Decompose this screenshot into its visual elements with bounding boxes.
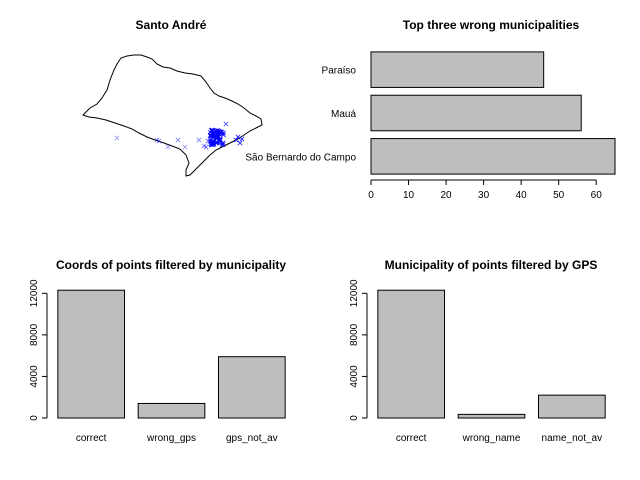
vbar-bar xyxy=(57,289,126,419)
vbar2-title: Municipality of points filtered by GPS xyxy=(385,258,598,272)
top-wrong-municipalities-chart: Top three wrong municipalities São Berna… xyxy=(245,18,616,201)
map-point xyxy=(214,133,220,139)
map-point xyxy=(211,134,217,140)
vbar-category-label: wrong_gps xyxy=(146,433,196,444)
map-point xyxy=(175,137,181,143)
map-point xyxy=(209,127,215,133)
map-point xyxy=(209,139,215,145)
hbar-title: Top three wrong municipalities xyxy=(403,18,580,32)
hbar-category-label: Mauá xyxy=(331,109,356,120)
vbar-category-label: wrong_name xyxy=(462,433,521,444)
vbar-bar xyxy=(377,289,446,419)
map-point xyxy=(216,140,222,146)
vbar-bar xyxy=(457,413,526,419)
vbar-y-tick-label: 4000 xyxy=(349,365,360,388)
map-point xyxy=(220,140,226,146)
hbar-x-tick-label: 30 xyxy=(478,190,490,201)
map-point xyxy=(213,129,219,135)
hbar-category-label: São Bernardo do Campo xyxy=(245,152,356,163)
coords-filtered-by-municipality-chart: Coords of points filtered by municipalit… xyxy=(29,258,286,444)
vbar-category-label: gps_not_av xyxy=(226,433,278,444)
map-point xyxy=(219,129,225,135)
map-point xyxy=(223,121,229,127)
vbar1-title: Coords of points filtered by municipalit… xyxy=(56,258,286,272)
vbar-y-tick-label: 4000 xyxy=(29,365,40,388)
map-point xyxy=(114,135,120,141)
hbar-x-tick-label: 0 xyxy=(368,190,374,201)
map-point xyxy=(196,137,202,143)
vbar-y-tick-label: 12000 xyxy=(29,279,40,307)
vbar-y-tick-label: 12000 xyxy=(349,279,360,307)
vbar-category-label: name_not_av xyxy=(542,433,603,444)
map-point xyxy=(208,127,214,133)
vbar-bar xyxy=(537,394,606,419)
hbar-x-tick-label: 50 xyxy=(553,190,565,201)
hbar-x-tick-label: 40 xyxy=(516,190,528,201)
vbar-y-tick-label: 8000 xyxy=(349,323,360,346)
map-point xyxy=(165,144,171,150)
map-title: Santo André xyxy=(136,18,207,32)
map-point xyxy=(182,144,188,150)
map-panel: Santo André xyxy=(82,18,263,177)
vbar-y-tick-label: 0 xyxy=(349,415,360,421)
vbar-y-tick-label: 0 xyxy=(29,415,40,421)
map-point xyxy=(239,136,245,142)
map-point xyxy=(215,134,221,140)
vbar-category-label: correct xyxy=(76,433,107,444)
map-point xyxy=(215,139,221,145)
hbar-x-tick-label: 10 xyxy=(403,190,415,201)
map-point xyxy=(237,140,243,146)
map-point xyxy=(235,134,241,140)
municipality-filtered-by-gps-chart: Municipality of points filtered by GPS c… xyxy=(349,258,606,444)
map-point xyxy=(207,138,213,144)
state-outline xyxy=(82,54,263,177)
vbar-category-label: correct xyxy=(396,433,427,444)
hbar-bar xyxy=(370,51,545,88)
hbar-bar xyxy=(370,138,616,175)
map-point xyxy=(201,143,207,149)
hbar-category-label: Paraíso xyxy=(322,66,357,77)
map-point xyxy=(156,138,162,144)
map-point xyxy=(233,137,239,143)
vbar-y-tick-label: 8000 xyxy=(29,323,40,346)
vbar-bar xyxy=(217,356,286,419)
hbar-x-tick-label: 60 xyxy=(591,190,603,201)
vbar-bar xyxy=(137,402,206,419)
hbar-bar xyxy=(370,94,582,132)
hbar-x-tick-label: 20 xyxy=(441,190,453,201)
map-point xyxy=(210,139,216,145)
map-points xyxy=(114,121,245,150)
